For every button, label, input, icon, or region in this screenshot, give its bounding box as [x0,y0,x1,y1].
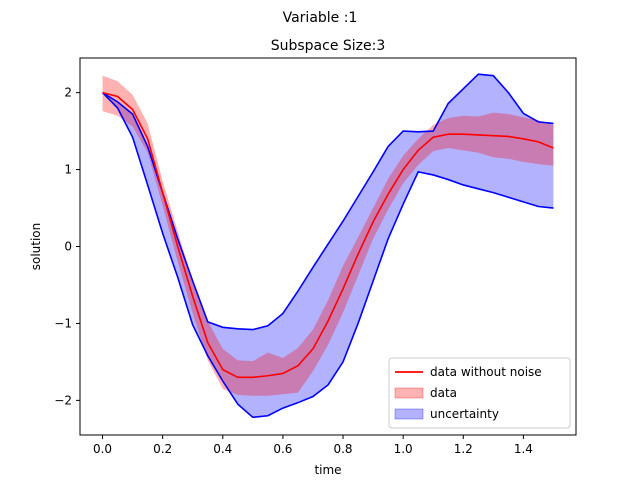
data-without-noise-line [102,91,554,379]
uncertainty-lower-line [101,92,554,419]
uncertainty-upper-line [102,73,554,331]
legend-label: data without noise [430,365,542,379]
x-tick-label: 0.6 [273,442,292,456]
x-axis: 0.0 0.2 0.4 0.6 0.8 1.0 1.2 1.4 [93,435,533,456]
x-tick-label: 0.8 [333,442,352,456]
y-axis: −2 −1 0 1 2 [54,86,80,407]
y-tick-label: 2 [64,86,72,100]
x-axis-label: time [314,463,341,477]
x-tick-label: 1.0 [394,442,413,456]
x-tick-label: 0.0 [93,442,112,456]
y-tick-label: 1 [64,163,72,177]
x-tick-label: 1.2 [454,442,473,456]
plot-area [101,73,554,419]
x-tick-label: 0.2 [153,442,172,456]
y-tick-label: −1 [54,316,72,330]
legend-box [388,357,571,429]
legend-swatch [394,387,424,399]
legend-label: data [430,386,457,400]
uncertainty-band [102,74,554,418]
legend: data without noise data uncertainty [388,357,571,429]
x-tick-label: 1.4 [514,442,533,456]
y-axis-label: solution [29,223,43,271]
chart-title: Subspace Size:3 [271,38,386,54]
y-tick-label: −2 [54,393,72,407]
legend-label: uncertainty [430,407,499,421]
legend-swatch [394,408,424,420]
y-tick-label: 0 [64,240,72,254]
data-band [102,75,554,396]
figure-suptitle: Variable :1 [283,10,358,26]
x-tick-label: 0.4 [213,442,232,456]
